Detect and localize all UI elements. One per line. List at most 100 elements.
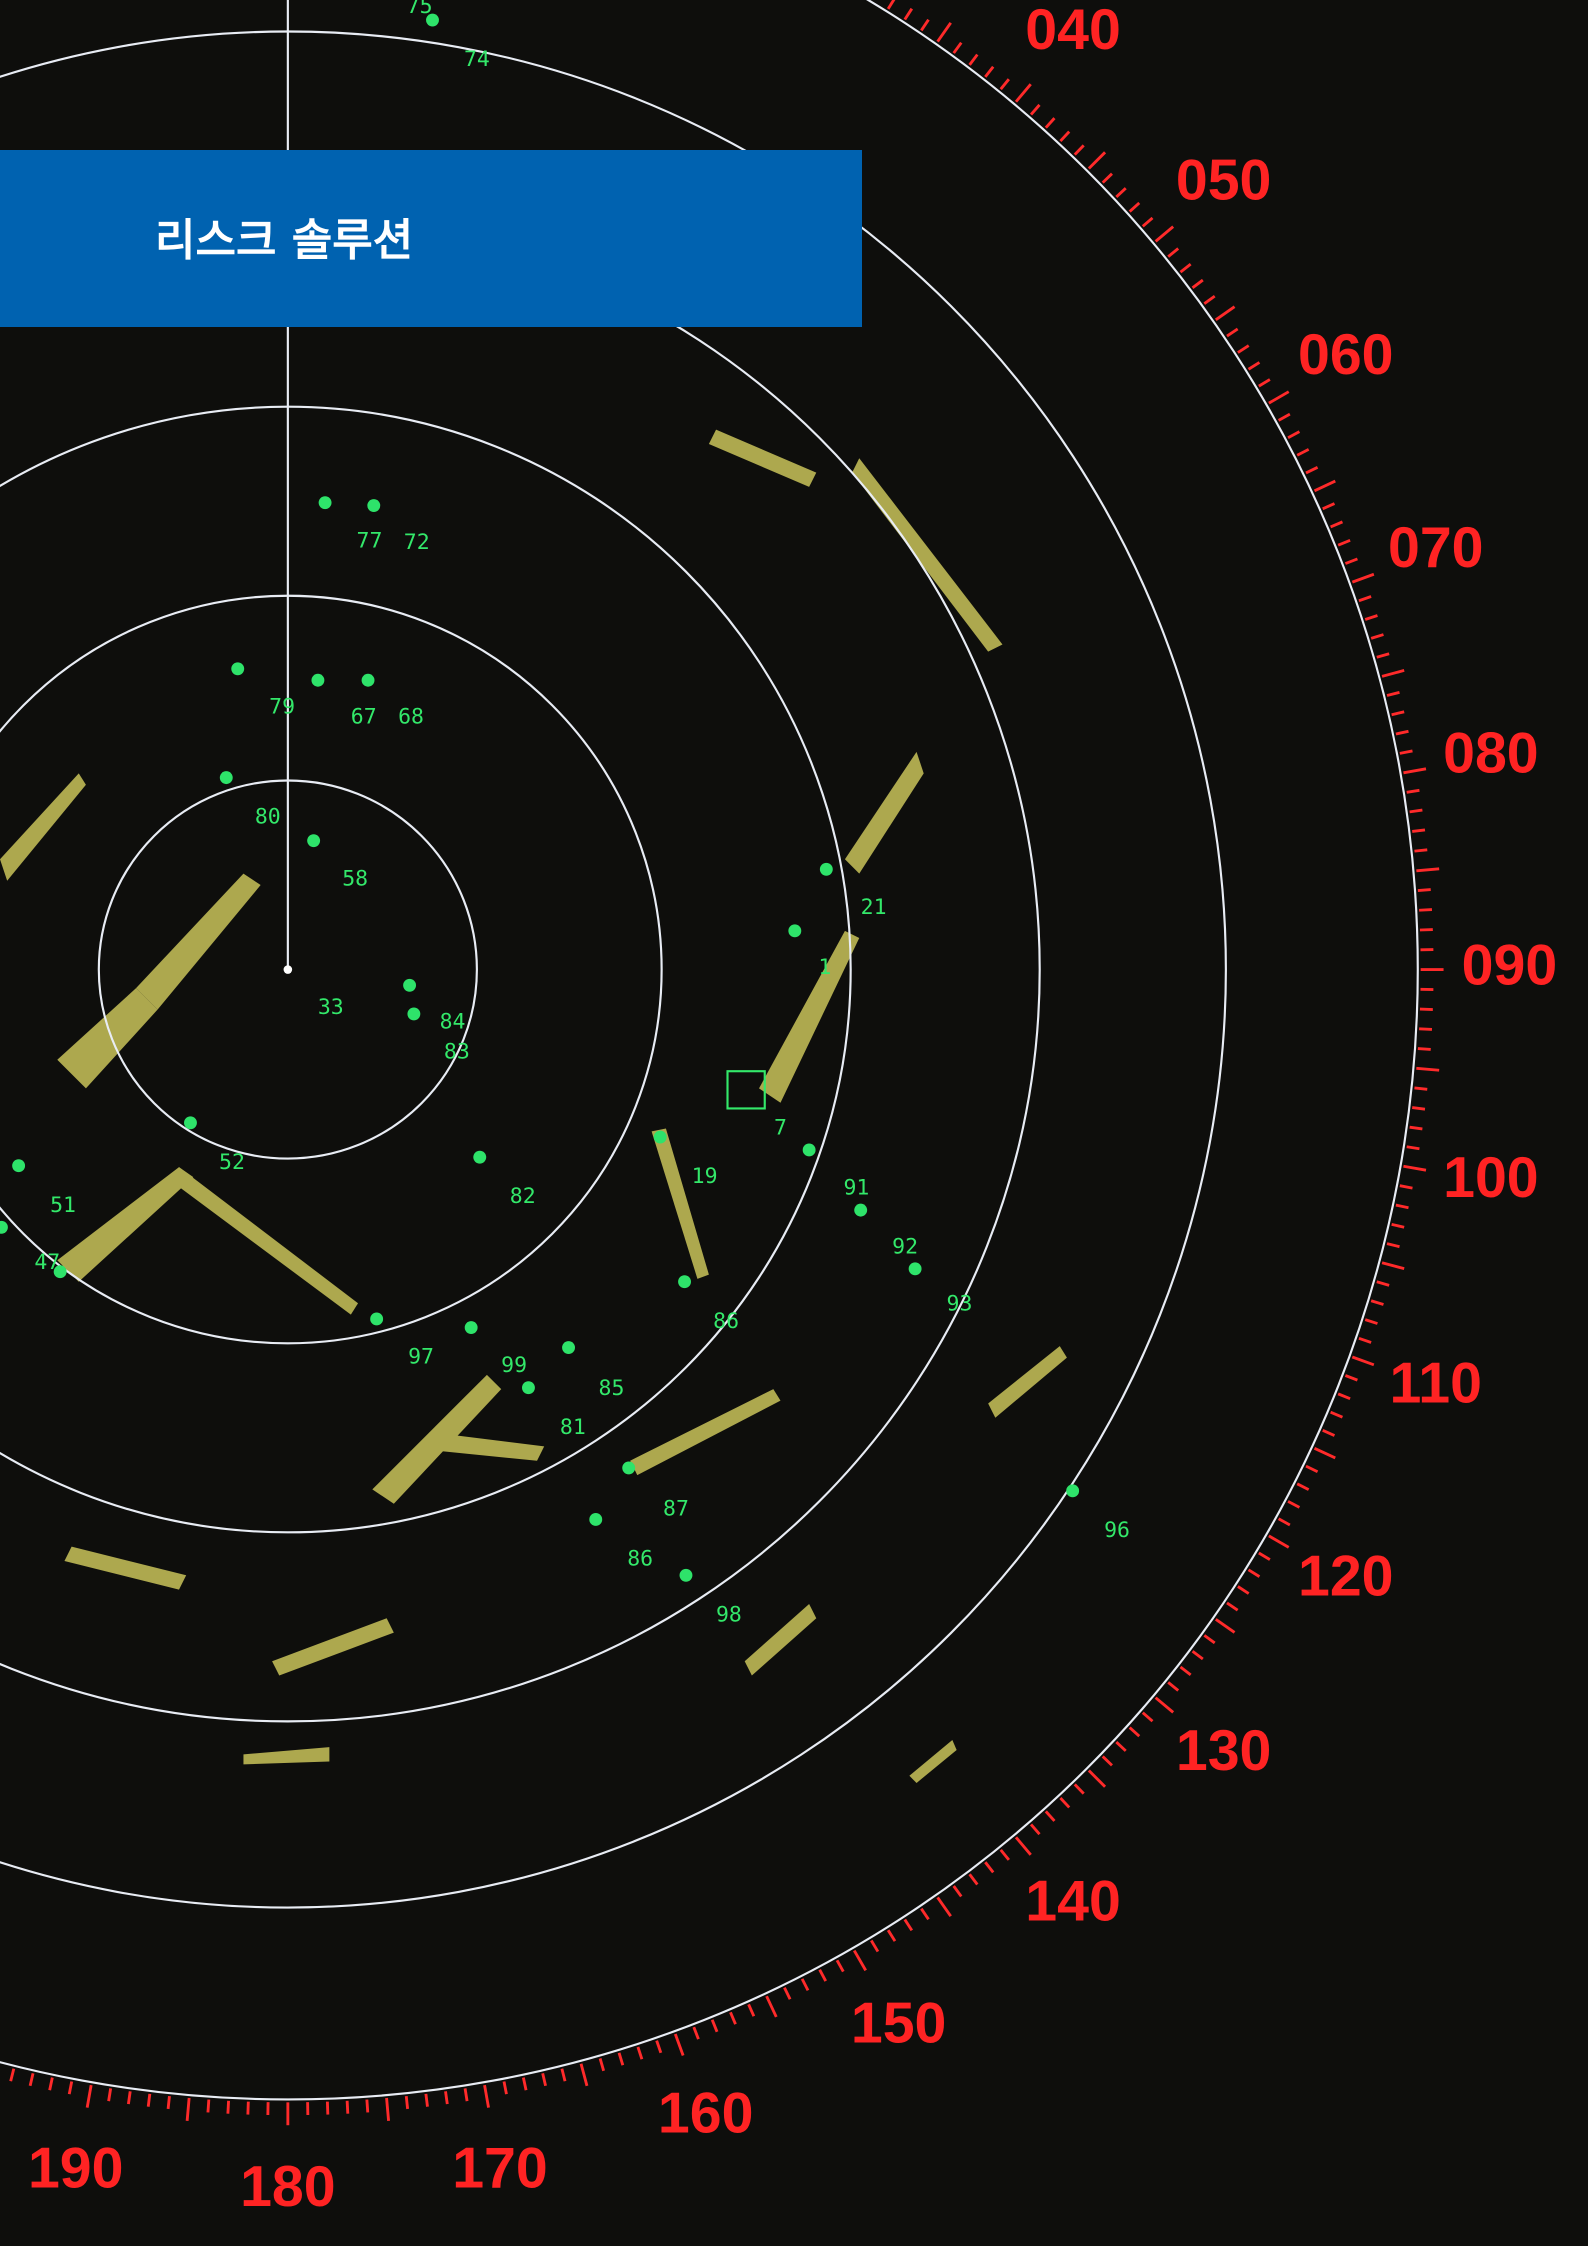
bearing-tick: [598, 2058, 606, 2072]
target-dot: [426, 13, 439, 27]
target-label: 80: [255, 805, 281, 830]
banner: [0, 150, 862, 327]
bearing-tick: [1154, 1696, 1175, 1714]
bearing-tick: [1358, 595, 1372, 603]
bearing-tick: [952, 41, 963, 54]
bearing-tick: [903, 1918, 914, 1932]
bearing-tick: [1370, 1299, 1384, 1306]
target-dot: [854, 1203, 868, 1217]
bearing-label: 050: [1176, 148, 1272, 212]
bearing-tick: [1154, 225, 1175, 243]
bearing-tick: [424, 2093, 429, 2107]
bearing-tick: [463, 2088, 469, 2102]
target-dot: [367, 499, 381, 512]
bearing-tick: [1101, 172, 1113, 184]
bearing-label: 170: [452, 2137, 548, 2201]
bearing-tick: [541, 2072, 547, 2087]
bearing-tick: [1406, 1145, 1420, 1151]
target-label: 77: [357, 528, 383, 553]
bearing-tick: [1409, 1125, 1423, 1131]
bearing-tick: [1403, 1164, 1427, 1172]
target-dot: [802, 1143, 816, 1157]
bearing-label: 060: [1298, 323, 1394, 387]
bearing-tick: [1014, 83, 1032, 103]
bearing-tick: [1344, 1374, 1358, 1382]
bearing-tick: [920, 1907, 930, 1921]
bearing-tick: [444, 2091, 449, 2105]
target-label: 96: [1104, 1518, 1130, 1543]
target-box: [726, 1070, 766, 1110]
bearing-tick: [655, 2040, 663, 2054]
bearing-tick: [85, 2084, 93, 2108]
bearing-tick: [1203, 294, 1216, 305]
bearing-scale: [9, 0, 1444, 2126]
bearing-label: 120: [1298, 1544, 1394, 1608]
bearing-tick: [404, 2095, 410, 2110]
target-dot: [318, 496, 332, 510]
target-dot: [464, 1321, 478, 1335]
bearing-tick: [206, 2099, 211, 2113]
bearing-tick: [1399, 749, 1413, 755]
bearing-label: 100: [1443, 1146, 1539, 1210]
bearing-tick: [936, 22, 952, 43]
target-label: 82: [510, 1184, 536, 1209]
radar-display: 040 050 060 070 080 090 100 110 120 130 140 150 160 1…: [0, 0, 1557, 2219]
bearing-tick: [1073, 144, 1085, 156]
bearing-tick: [800, 1978, 810, 1991]
bearing-tick: [1258, 1551, 1271, 1561]
bearing-tick: [1087, 1769, 1107, 1788]
target-label: 67: [351, 704, 377, 729]
bearing-tick: [1059, 130, 1071, 143]
target-dot: [679, 1568, 693, 1582]
echo: [171, 1167, 359, 1315]
bearing-tick: [1386, 1242, 1400, 1249]
bearing-tick: [146, 2093, 152, 2107]
bearing-tick: [1370, 633, 1384, 640]
bearing-tick: [1337, 1392, 1351, 1401]
bearing-tick: [636, 2046, 644, 2060]
bearing-tick: [1296, 448, 1310, 457]
bearing-tick: [1203, 1634, 1216, 1645]
bearing-tick: [1412, 1106, 1426, 1111]
target-label: 85: [599, 1376, 625, 1401]
bearing-tick: [1386, 690, 1400, 697]
target-label: 51: [50, 1193, 76, 1218]
bearing-tick: [1277, 412, 1291, 422]
bearing-label: 080: [1443, 722, 1539, 786]
bearing-tick: [1214, 1618, 1236, 1634]
target-label: 47: [34, 1250, 60, 1275]
banner-title: 리스크 솔루션: [155, 215, 413, 266]
labels: 040 050 060 070 080 090 100 110 120 130 140 150 160 1…: [28, 0, 1557, 2219]
bearing-tick: [1364, 1318, 1378, 1325]
bearing-tick: [1296, 1482, 1310, 1491]
bearing-tick: [1167, 247, 1180, 258]
bearing-tick: [920, 18, 930, 32]
bearing-tick: [1226, 1601, 1239, 1612]
bearing-label: 180: [240, 2155, 336, 2219]
target-label: 83: [444, 1040, 470, 1065]
target-dot: [231, 662, 245, 676]
bearing-tick: [1364, 614, 1378, 621]
bearing-tick: [126, 2091, 132, 2105]
target-dot: [219, 771, 233, 785]
own-ship: [283, 965, 293, 974]
bearing-tick: [1087, 151, 1107, 170]
target-dot: [562, 1341, 575, 1355]
bearing-tick: [226, 2100, 230, 2114]
bearing-label: 090: [1462, 934, 1558, 998]
bearing-tick: [765, 1995, 778, 2018]
bearing-tick: [818, 1969, 827, 1982]
bearing-tick: [1044, 1810, 1056, 1822]
bearing-tick: [984, 65, 995, 78]
bearing-tick: [1044, 117, 1056, 129]
bearing-tick: [9, 2068, 16, 2082]
bearing-tick: [1344, 557, 1358, 565]
bearing-tick: [870, 1939, 880, 1953]
bearing-tick: [1409, 808, 1423, 814]
target-dot: [473, 1150, 487, 1164]
echo: [64, 1546, 187, 1590]
target-dots: [0, 13, 1080, 1582]
target-label: 74: [464, 47, 490, 72]
bearing-tick: [1247, 1568, 1261, 1578]
